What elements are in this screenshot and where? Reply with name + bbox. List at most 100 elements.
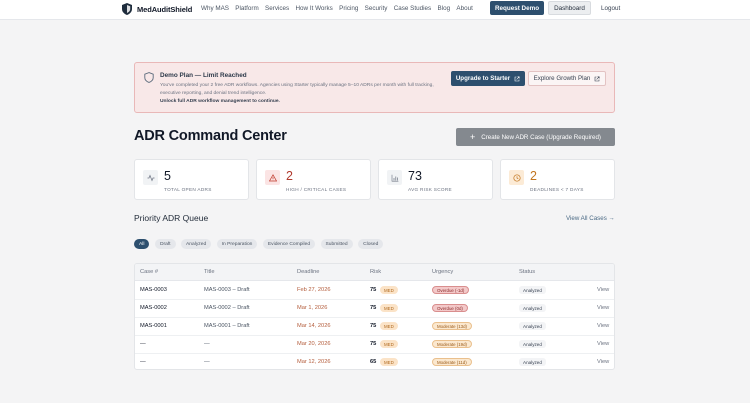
case-number: MAS-0002 — [140, 305, 167, 311]
request-demo-button[interactable]: Request Demo — [490, 1, 544, 15]
case-number: — — [140, 341, 146, 347]
upgrade-to-starter-button[interactable]: Upgrade to Starter — [451, 71, 525, 86]
nav-link-pricing[interactable]: Pricing — [339, 5, 359, 12]
stat-card-deadlines: 2 Deadlines < 7 Days — [500, 159, 615, 200]
case-number: MAS-0001 — [140, 323, 167, 329]
plus-icon: + — [470, 131, 476, 142]
case-deadline: Mar 20, 2026 — [297, 341, 331, 347]
view-case-link[interactable]: View — [597, 323, 610, 329]
risk-level-badge: MED — [380, 358, 398, 366]
status-filters: All Draft Analyzed In Preparation Eviden… — [134, 239, 389, 249]
status-badge: Analyzed — [519, 358, 546, 366]
nav-link-case-studies[interactable]: Case Studies — [393, 5, 432, 12]
clock-icon — [509, 170, 524, 185]
filter-analyzed[interactable]: Analyzed — [181, 239, 212, 249]
stat-label: Total Open ADRs — [164, 187, 212, 192]
bar-chart-icon — [387, 170, 402, 185]
nav-link-how-it-works[interactable]: How It Works — [295, 5, 333, 12]
table-row[interactable]: — — Mar 12, 2026 65 MED Moderate (11d) Analyze… — [135, 354, 614, 369]
queue-title: Priority ADR Queue — [134, 213, 209, 223]
filter-submitted[interactable]: Submitted — [320, 239, 353, 249]
table-row[interactable]: MAS-0001 MAS-0001 – Draft Mar 14, 2026 75 ME… — [135, 318, 614, 336]
urgency-badge: Moderate (19d) — [432, 340, 473, 348]
case-title: — — [204, 341, 210, 347]
risk-level-badge: MED — [380, 340, 398, 348]
status-badge: Analyzed — [519, 340, 546, 348]
stat-label: High / Critical Cases — [286, 187, 347, 192]
view-case-link[interactable]: View — [597, 359, 610, 365]
dashboard-button[interactable]: Dashboard — [548, 1, 591, 15]
filter-closed[interactable]: Closed — [358, 239, 384, 249]
nav-link-services[interactable]: Services — [265, 5, 290, 12]
nav-links: Why MAS Platform Services How It Works P… — [201, 5, 479, 12]
stat-value: 5 — [164, 169, 171, 183]
risk-score: 75 — [370, 341, 377, 347]
stat-label: Avg Risk Score — [408, 187, 452, 192]
urgency-badge: Moderate (11d) — [432, 358, 472, 366]
table-row[interactable]: MAS-0002 MAS-0002 – Draft Mar 1, 2026 75 MED… — [135, 300, 614, 318]
nav-link-security[interactable]: Security — [364, 5, 388, 12]
view-case-link[interactable]: View — [597, 305, 610, 311]
risk-level-badge: MED — [380, 286, 398, 294]
case-title: MAS-0003 – Draft — [204, 287, 250, 293]
filter-evidence-compiled[interactable]: Evidence Compiled — [262, 239, 316, 249]
case-title: MAS-0001 – Draft — [204, 323, 250, 329]
filter-draft[interactable]: Draft — [154, 239, 176, 249]
view-case-link[interactable]: View — [597, 341, 610, 347]
nav-link-why-mas[interactable]: Why MAS — [201, 5, 229, 12]
risk-score: 75 — [370, 305, 377, 311]
case-title: — — [204, 359, 210, 365]
external-link-icon — [594, 76, 600, 82]
column-header-urgency: Urgency — [432, 269, 454, 275]
table-header: Case # Title Deadline Risk Urgency Statu… — [135, 264, 614, 281]
status-badge: Analyzed — [519, 322, 546, 330]
column-header-risk: Risk — [370, 269, 382, 275]
stat-card-avg-risk: 73 Avg Risk Score — [378, 159, 493, 200]
risk-score: 75 — [370, 323, 377, 329]
urgency-badge: Overdue (0d) — [432, 304, 468, 312]
shield-icon — [144, 72, 154, 83]
brand-name: MedAuditShield — [137, 4, 193, 14]
filter-all[interactable]: All — [134, 239, 150, 249]
page-title: ADR Command Center — [134, 128, 287, 144]
activity-icon — [143, 170, 158, 185]
nav-link-about[interactable]: About — [456, 5, 473, 12]
table-row[interactable]: MAS-0003 MAS-0003 – Draft Feb 27, 2026 75 ME… — [135, 282, 614, 300]
warning-icon — [265, 170, 280, 185]
external-link-icon — [514, 76, 520, 82]
stat-card-open-adrs: 5 Total Open ADRs — [134, 159, 249, 200]
case-deadline: Mar 1, 2026 — [297, 305, 328, 311]
nav-link-blog[interactable]: Blog — [437, 5, 451, 12]
brand-logo[interactable]: MedAuditShield — [122, 3, 192, 15]
view-case-link[interactable]: View — [597, 287, 610, 293]
status-badge: Analyzed — [519, 286, 546, 294]
filter-in-preparation[interactable]: In Preparation — [216, 239, 258, 249]
upgrade-label: Upgrade to Starter — [455, 75, 511, 82]
risk-level-badge: MED — [380, 304, 398, 312]
case-number: MAS-0003 — [140, 287, 167, 293]
adr-queue-table: Case # Title Deadline Risk Urgency Statu… — [134, 263, 615, 370]
view-all-cases-link[interactable]: View All Cases → — [566, 215, 615, 222]
column-header-deadline: Deadline — [297, 269, 320, 275]
case-title: MAS-0002 – Draft — [204, 305, 250, 311]
risk-score: 65 — [370, 359, 377, 365]
nav-link-platform[interactable]: Platform — [235, 5, 259, 12]
logout-link[interactable]: Logout — [601, 5, 621, 12]
case-deadline: Feb 27, 2026 — [297, 287, 331, 293]
stat-value: 2 — [286, 169, 293, 183]
column-header-status: Status — [519, 269, 536, 275]
create-adr-case-button[interactable]: + Create New ADR Case (Upgrade Required) — [456, 128, 615, 146]
top-navbar: MedAuditShield Why MAS Platform Services… — [0, 0, 750, 20]
stat-value: 2 — [530, 169, 537, 183]
case-deadline: Mar 12, 2026 — [297, 359, 331, 365]
explore-growth-plan-button[interactable]: Explore Growth Plan — [528, 71, 606, 86]
status-badge: Analyzed — [519, 304, 546, 312]
urgency-badge: Moderate (13d) — [432, 322, 473, 330]
case-number: — — [140, 359, 146, 365]
plan-limit-alert: Demo Plan — Limit Reached You've complet… — [134, 62, 615, 113]
stat-label: Deadlines < 7 Days — [530, 187, 584, 192]
explore-label: Explore Growth Plan — [533, 75, 591, 82]
table-row[interactable]: — — Mar 20, 2026 75 MED Moderate (19d) Analyze… — [135, 336, 614, 354]
stat-value: 73 — [408, 169, 422, 183]
column-header-title: Title — [204, 269, 215, 275]
